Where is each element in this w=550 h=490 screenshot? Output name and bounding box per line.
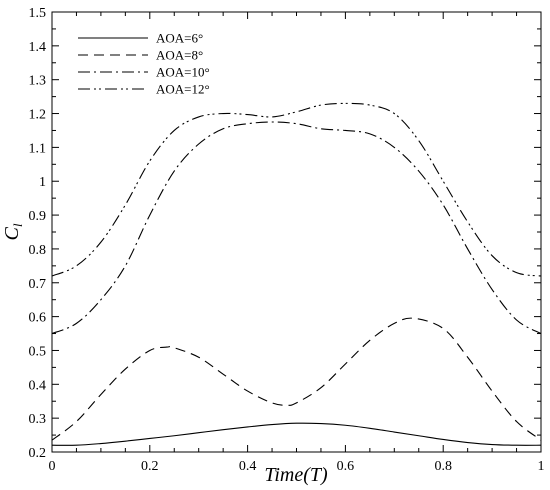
y-tick-label: 0.7 [29,277,47,292]
y-tick-label: 0.4 [29,378,47,393]
x-tick-label: 0.8 [434,459,452,474]
x-tick-label: 0 [49,459,56,474]
y-axis-title-subscript: l [10,223,25,227]
y-tick-label: 1.1 [29,141,47,156]
x-axis-title: Time(T) [264,464,328,486]
series-line-2 [51,317,542,441]
y-tick-label: 0.2 [29,446,47,461]
y-axis-title: Cl [1,223,25,240]
x-tick-label: 0.2 [141,459,159,474]
legend: AOA=6° AOA=8° AOA=10° AOA=12° [78,31,210,97]
x-tick-label: 1 [538,459,545,474]
legend-label-3: AOA=10° [156,65,210,80]
legend-label-1: AOA=6° [156,31,203,46]
y-tick-label: 0.6 [29,311,47,326]
series-line-4 [51,102,542,277]
axis-tick-labels: 0 0.2 0.4 0.6 0.8 10.20.30.40.50.60.70.80.911… [29,6,545,474]
series-line-3 [51,121,542,335]
y-tick-label: 0.5 [29,344,47,359]
y-tick-label: 0.3 [29,412,47,427]
x-tick-label: 0.4 [239,459,257,474]
series-line-1 [51,422,542,446]
legend-label-2: AOA=8° [156,48,203,63]
y-axis-title-main: C [1,226,23,240]
x-tick-label: 0.6 [337,459,355,474]
y-tick-label: 1.5 [29,6,47,21]
plot-frame [51,11,542,453]
series-lines [51,102,542,446]
legend-label-4: AOA=12° [156,82,210,97]
y-tick-label: 1.4 [29,40,47,55]
y-tick-label: 0.8 [29,243,47,258]
y-tick-label: 0.9 [29,209,47,224]
y-tick-label: 1.3 [29,74,47,89]
y-tick-label: 1 [39,175,46,190]
y-tick-label: 1.2 [29,108,47,123]
axis-ticks [51,11,542,453]
